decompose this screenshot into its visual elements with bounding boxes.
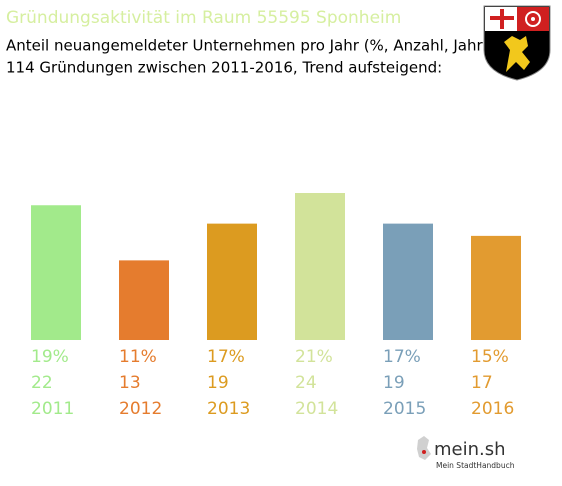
chart-subtitle: 114 Gründungen zwischen 2011-2016, Trend… bbox=[6, 59, 442, 77]
brand-tagline: Mein StadtHandbuch bbox=[436, 461, 515, 470]
coat-of-arms bbox=[483, 5, 551, 81]
bar bbox=[383, 223, 433, 340]
year-label: 2014 bbox=[295, 399, 338, 419]
brand-name: mein.sh bbox=[434, 439, 506, 460]
branding: mein.sh Mein StadtHandbuch bbox=[417, 436, 515, 470]
count-label: 17 bbox=[471, 373, 493, 393]
count-label: 19 bbox=[207, 373, 229, 393]
year-label: 2016 bbox=[471, 399, 514, 419]
count-label: 13 bbox=[119, 373, 141, 393]
year-label: 2012 bbox=[119, 399, 162, 419]
year-label: 2015 bbox=[383, 399, 426, 419]
count-label: 19 bbox=[383, 373, 405, 393]
bar bbox=[31, 205, 81, 340]
share-label: 15% bbox=[471, 347, 509, 367]
year-label: 2011 bbox=[31, 399, 74, 419]
chart-title: Gründungsaktivität im Raum 55595 Sponhei… bbox=[6, 8, 401, 28]
count-label: 24 bbox=[295, 373, 317, 393]
bar bbox=[471, 235, 521, 340]
share-label: 19% bbox=[31, 347, 69, 367]
bar bbox=[119, 260, 169, 340]
count-label: 22 bbox=[31, 373, 53, 393]
year-label: 2013 bbox=[207, 399, 250, 419]
share-label: 17% bbox=[207, 347, 245, 367]
chart-subtitle: Anteil neuangemeldeter Unternehmen pro J… bbox=[6, 37, 489, 55]
bar bbox=[207, 223, 257, 340]
share-label: 17% bbox=[383, 347, 421, 367]
share-label: 11% bbox=[119, 347, 157, 367]
share-label: 21% bbox=[295, 347, 333, 367]
bar bbox=[295, 193, 345, 340]
